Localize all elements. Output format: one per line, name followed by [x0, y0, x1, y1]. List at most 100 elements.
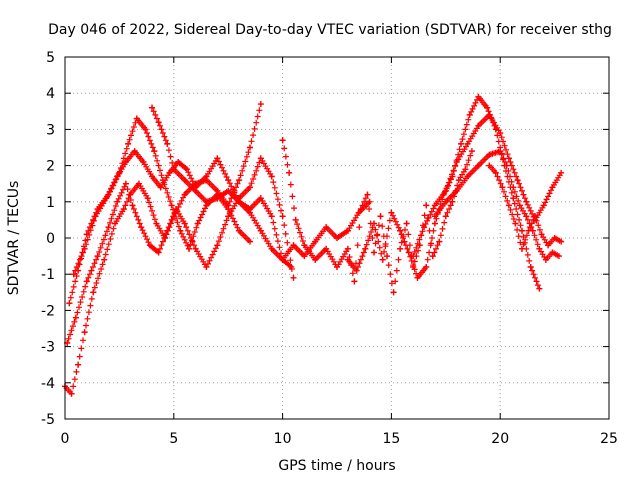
data-point: [518, 227, 525, 234]
data-point: [153, 220, 160, 227]
y-tick-label: -4: [41, 376, 55, 392]
data-point: [518, 245, 525, 252]
data-point: [431, 202, 438, 209]
y-tick-label: -1: [41, 267, 55, 283]
data-point: [540, 202, 547, 209]
data-point: [334, 235, 340, 241]
data-point: [558, 169, 565, 176]
data-point: [151, 148, 158, 155]
data-point: [397, 227, 404, 234]
data-point: [403, 220, 410, 227]
data-point: [246, 144, 253, 151]
data-point: [168, 202, 175, 209]
chart-title: Day 046 of 2022, Sidereal Day-to-day VTE…: [48, 22, 612, 38]
data-point: [486, 162, 493, 169]
data-point: [246, 209, 253, 216]
data-point: [68, 390, 75, 397]
data-point: [453, 158, 460, 165]
data-point: [449, 198, 456, 205]
data-point: [357, 206, 364, 213]
data-point: [155, 249, 162, 256]
data-point: [81, 245, 88, 252]
data-point: [514, 177, 521, 184]
data-point: [384, 253, 391, 260]
data-point: [112, 220, 119, 227]
data-point: [290, 274, 297, 281]
data-point: [257, 195, 264, 202]
series-crosses: [486, 162, 563, 252]
data-point: [83, 278, 90, 285]
series-crosses: [64, 155, 295, 346]
data-point: [323, 245, 330, 252]
data-point: [214, 155, 221, 162]
data-point: [192, 245, 199, 252]
data-point: [301, 242, 308, 249]
data-point: [431, 220, 438, 227]
data-point: [475, 162, 482, 169]
data-point: [301, 253, 308, 260]
data-point: [225, 213, 232, 220]
x-tick-label: 25: [600, 431, 618, 447]
x-tick-label: 10: [274, 431, 292, 447]
data-point: [503, 162, 510, 169]
data-point: [486, 151, 493, 158]
data-point: [455, 177, 462, 184]
data-point: [525, 227, 532, 234]
data-point: [486, 111, 493, 118]
data-point: [288, 263, 295, 270]
data-point: [523, 213, 530, 220]
data-point: [92, 213, 99, 220]
data-point: [214, 195, 221, 202]
data-point: [555, 253, 562, 260]
data-point: [192, 187, 199, 194]
data-point: [103, 195, 110, 202]
data-point: [388, 209, 395, 216]
data-point: [423, 202, 430, 209]
series-sat-e: [149, 104, 373, 263]
data-point: [516, 202, 523, 209]
data-point: [344, 227, 351, 234]
data-point: [362, 245, 369, 252]
data-point: [364, 191, 371, 198]
data-point: [257, 227, 264, 234]
data-point: [268, 213, 275, 220]
data-point: [181, 220, 188, 227]
data-point: [344, 245, 351, 252]
data-point: [131, 148, 138, 155]
data-point: [405, 249, 412, 256]
data-point: [257, 101, 264, 108]
data-point: [536, 285, 543, 292]
data-point: [538, 231, 545, 238]
data-point: [225, 206, 232, 213]
data-point: [353, 267, 360, 274]
x-tick-label: 15: [382, 431, 400, 447]
data-point: [442, 187, 449, 194]
data-point: [366, 198, 373, 205]
data-point: [549, 249, 556, 256]
data-point: [125, 140, 132, 147]
data-point: [421, 224, 428, 231]
data-point: [122, 180, 129, 187]
data-point: [181, 191, 188, 198]
data-point: [436, 238, 443, 245]
data-point: [423, 263, 430, 270]
data-point: [323, 224, 330, 231]
data-point: [101, 256, 108, 263]
data-point: [429, 253, 436, 260]
data-point: [505, 202, 512, 209]
data-point: [94, 253, 101, 260]
data-point: [149, 104, 156, 111]
data-point: [186, 245, 193, 252]
data-point: [90, 289, 97, 296]
data-point: [203, 173, 210, 180]
data-point: [155, 119, 162, 126]
data-point: [183, 166, 190, 173]
data-point: [370, 220, 377, 227]
data-point: [351, 278, 358, 285]
data-point: [551, 235, 558, 241]
data-point: [114, 198, 121, 205]
data-point: [390, 289, 397, 296]
data-point: [142, 126, 149, 133]
data-point: [397, 245, 404, 252]
